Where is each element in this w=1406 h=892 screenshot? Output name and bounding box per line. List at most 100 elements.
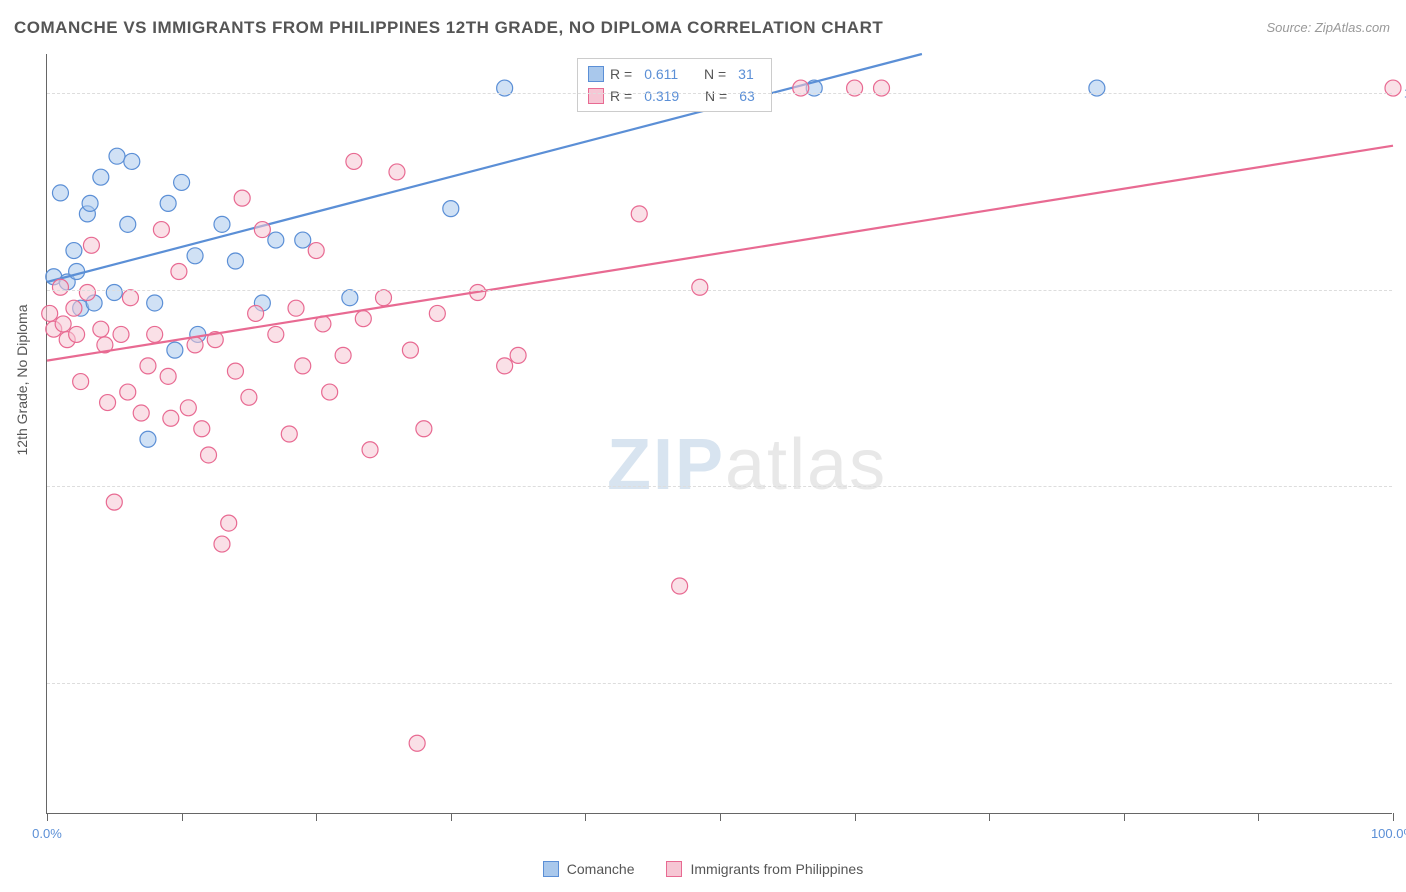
data-point [52,279,68,295]
data-point [171,264,187,280]
data-point [163,410,179,426]
data-point [201,447,217,463]
data-point [214,536,230,552]
data-point [100,395,116,411]
data-point [362,442,378,458]
data-point [69,264,85,280]
x-tick-label: 100.0% [1371,826,1406,841]
chart-title: COMANCHE VS IMMIGRANTS FROM PHILIPPINES … [14,18,883,38]
data-point [83,237,99,253]
legend-r-label: R = [610,85,632,107]
x-tick [182,813,183,821]
data-point [113,326,129,342]
data-point [443,201,459,217]
gridline [47,290,1392,291]
data-point [342,290,358,306]
scatter-plot-svg [47,54,1393,814]
trend-line [47,54,922,282]
trend-line [47,146,1393,361]
data-point [335,347,351,363]
legend-n-value: 63 [739,85,755,107]
data-point [355,311,371,327]
correlation-legend: R =0.611 N =31R =0.319 N =63 [577,58,772,112]
legend-series-name: Comanche [567,861,635,877]
x-tick-label: 0.0% [32,826,62,841]
legend-r-value: 0.611 [644,63,678,85]
data-point [402,342,418,358]
x-tick [720,813,721,821]
x-tick [585,813,586,821]
data-point [295,232,311,248]
data-point [227,363,243,379]
data-point [416,421,432,437]
data-point [82,195,98,211]
data-point [631,206,647,222]
data-point [268,232,284,248]
data-point [510,347,526,363]
data-point [140,358,156,374]
data-point [106,284,122,300]
legend-series-name: Immigrants from Philippines [690,861,863,877]
data-point [109,148,125,164]
data-point [409,735,425,751]
data-point [133,405,149,421]
legend-swatch [588,66,604,82]
x-tick [1124,813,1125,821]
gridline [47,486,1392,487]
data-point [295,358,311,374]
legend-swatch [588,88,604,104]
data-point [281,426,297,442]
data-point [147,326,163,342]
data-point [268,326,284,342]
data-point [55,316,71,332]
data-point [376,290,392,306]
legend-item: Comanche [543,861,635,877]
legend-row: R =0.611 N =31 [588,63,761,85]
data-point [120,216,136,232]
data-point [692,279,708,295]
data-point [308,243,324,259]
data-point [122,290,138,306]
data-point [120,384,136,400]
data-point [389,164,405,180]
data-point [160,368,176,384]
data-point [187,248,203,264]
data-point [322,384,338,400]
data-point [248,305,264,321]
x-tick [1393,813,1394,821]
legend-item: Immigrants from Philippines [666,861,863,877]
x-tick [855,813,856,821]
data-point [234,190,250,206]
data-point [221,515,237,531]
data-point [106,494,122,510]
x-tick [989,813,990,821]
data-point [73,374,89,390]
data-point [497,358,513,374]
data-point [194,421,210,437]
data-point [69,326,85,342]
data-point [346,153,362,169]
data-point [429,305,445,321]
data-point [180,400,196,416]
data-point [42,305,58,321]
data-point [214,216,230,232]
series-legend: Comanche Immigrants from Philippines [0,861,1406,880]
data-point [153,222,169,238]
gridline [47,683,1392,684]
data-point [79,284,95,300]
data-point [140,431,156,447]
data-point [167,342,183,358]
data-point [93,169,109,185]
y-axis-label: 12th Grade, No Diploma [14,305,30,456]
legend-r-label: R = [610,63,632,85]
legend-row: R =0.319 N =63 [588,85,761,107]
data-point [187,337,203,353]
legend-swatch [666,861,682,877]
data-point [52,185,68,201]
source-attribution: Source: ZipAtlas.com [1266,20,1390,35]
legend-n-label: N = [704,63,726,85]
chart-plot-area: ZIPatlas R =0.611 N =31R =0.319 N =63 77… [46,54,1392,814]
x-tick [1258,813,1259,821]
data-point [174,174,190,190]
data-point [254,222,270,238]
